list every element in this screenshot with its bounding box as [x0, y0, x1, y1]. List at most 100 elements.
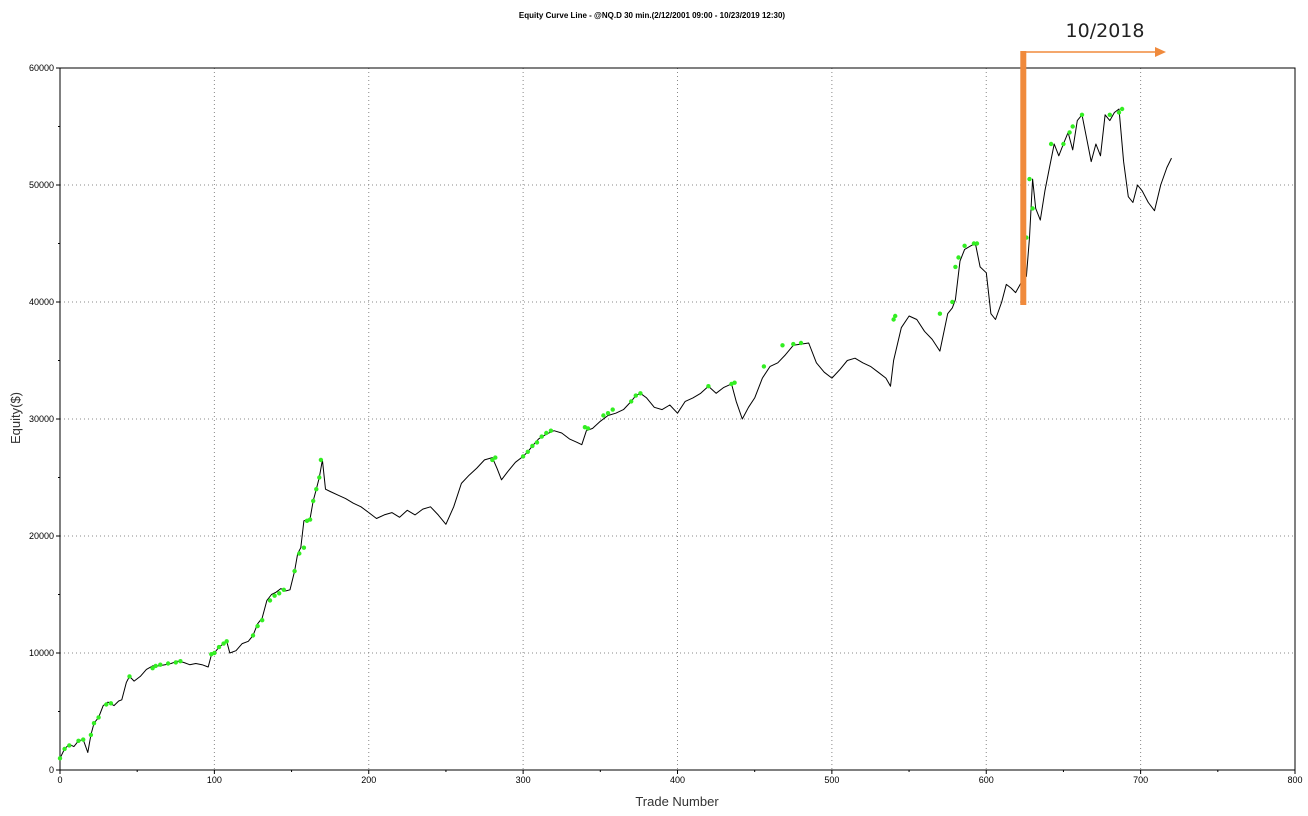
equity-high-point	[1061, 141, 1066, 147]
marker-vertical-bar	[1020, 51, 1027, 305]
equity-high-point	[732, 380, 737, 385]
x-tick-label: 0	[57, 775, 62, 785]
equity-high-point	[962, 243, 967, 248]
y-tick-label: 50000	[29, 180, 54, 190]
equity-high-point	[953, 264, 958, 270]
equity-high-point	[307, 517, 313, 522]
equity-high-point	[96, 715, 101, 720]
equity-high-point	[1116, 110, 1122, 115]
equity-high-point	[544, 430, 549, 436]
equity-high-point	[629, 399, 634, 404]
equity-high-point	[57, 756, 63, 761]
equity-high-point	[104, 702, 109, 707]
equity-high-point	[277, 591, 282, 596]
equity-high-point	[638, 391, 643, 396]
x-tick-label: 300	[516, 775, 531, 785]
equity-high-point	[601, 413, 606, 418]
equity-high-point	[605, 411, 611, 416]
equity-high-point	[539, 434, 544, 439]
equity-high-point	[1107, 112, 1113, 118]
equity-high-point	[548, 428, 554, 433]
equity-high-point	[971, 241, 977, 246]
equity-high-point	[267, 598, 273, 603]
equity-high-point	[311, 498, 316, 504]
equity-high-point	[318, 457, 324, 463]
equity-high-point	[317, 475, 322, 480]
equity-high-point	[88, 732, 94, 738]
equity-high-point	[108, 701, 114, 706]
equity-high-point	[525, 449, 530, 454]
equity-high-point	[798, 340, 804, 346]
equity-high-point	[150, 666, 155, 671]
x-tick-label: 800	[1287, 775, 1302, 785]
equity-high-point	[297, 551, 302, 556]
y-tick-label: 40000	[29, 297, 54, 307]
equity-high-point	[950, 299, 955, 305]
equity-high-point	[893, 313, 898, 319]
equity-high-point	[1048, 141, 1054, 147]
x-tick-label: 500	[824, 775, 839, 785]
equity-high-point	[260, 618, 265, 623]
equity-high-point	[212, 650, 217, 656]
x-tick-label: 200	[361, 775, 376, 785]
equity-high-point	[520, 454, 526, 459]
equity-high-point	[780, 343, 785, 348]
equity-high-point	[585, 426, 591, 431]
equity-high-point	[224, 639, 229, 644]
chart-title: Equity Curve Line - @NQ.D 30 min.(2/12/2…	[519, 11, 785, 20]
equity-high-point	[490, 457, 495, 463]
x-tick-label: 700	[1133, 775, 1148, 785]
equity-high-point	[281, 587, 286, 592]
equity-high-point	[178, 659, 183, 664]
equity-high-point	[706, 384, 711, 389]
equity-high-point	[272, 593, 277, 598]
y-axis-label: Equity($)	[8, 392, 23, 444]
equity-high-point	[221, 641, 226, 646]
equity-high-point	[891, 317, 896, 322]
equity-high-point	[67, 743, 72, 748]
grid-lines	[60, 68, 1295, 770]
marker-arrow-head	[1155, 47, 1166, 57]
equity-high-point	[1119, 106, 1125, 112]
equity-high-point	[127, 674, 132, 679]
equity-high-point	[292, 568, 297, 574]
equity-high-point	[91, 721, 97, 726]
equity-high-point	[1027, 176, 1032, 182]
y-tick-label: 20000	[29, 531, 54, 541]
equity-high-point	[1079, 112, 1085, 118]
equity-high-point	[1030, 206, 1035, 211]
x-tick-label: 600	[979, 775, 994, 785]
equity-high-point	[76, 738, 81, 743]
x-axis-label: Trade Number	[635, 794, 719, 809]
equity-high-point	[165, 661, 171, 666]
y-tick-label: 60000	[29, 63, 54, 73]
equity-line	[59, 108, 1172, 759]
equity-high-point	[250, 633, 256, 638]
y-tick-label: 30000	[29, 414, 54, 424]
date-marker: 10/2018	[1020, 20, 1166, 305]
equity-high-point	[974, 241, 980, 246]
equity-high-point	[1067, 130, 1072, 135]
equity-high-point	[493, 455, 498, 460]
x-tick-label: 100	[207, 775, 222, 785]
equity-high-point	[530, 443, 535, 449]
equity-high-point	[937, 311, 943, 316]
equity-high-point	[314, 487, 319, 492]
equity-line-series	[59, 108, 1172, 759]
equity-high-point	[761, 364, 767, 369]
y-tick-label: 10000	[29, 648, 54, 658]
x-tick-label: 400	[670, 775, 685, 785]
equity-high-point	[791, 341, 796, 347]
equity-high-point	[158, 662, 163, 667]
equity-high-point	[633, 393, 638, 398]
x-tick-labels: 0 100 200 300 400 500 600 700 800	[57, 775, 1302, 785]
equity-high-point	[62, 746, 67, 752]
equity-high-point	[173, 660, 178, 665]
equity-high-point	[153, 663, 158, 669]
equity-high-point	[255, 623, 260, 629]
y-tick-labels: 0 10000 20000 30000 40000 50000 60000	[29, 63, 54, 775]
equity-high-point	[216, 644, 222, 650]
marker-label: 10/2018	[1066, 20, 1145, 42]
equity-high-point	[301, 545, 307, 550]
